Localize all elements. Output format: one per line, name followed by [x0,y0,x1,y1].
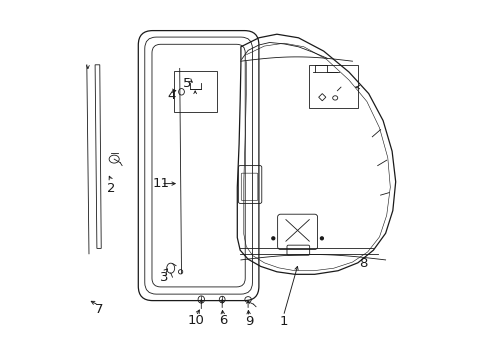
Ellipse shape [271,237,274,240]
Text: 2: 2 [107,183,115,195]
Text: 10: 10 [187,314,204,327]
Text: 3: 3 [160,271,168,284]
Text: 4: 4 [167,89,176,102]
Text: 11: 11 [152,177,169,190]
Text: 5: 5 [183,77,191,90]
Bar [174,71,217,112]
Text: 8: 8 [358,257,367,270]
Text: 7: 7 [94,303,103,316]
Bar [308,65,358,108]
Text: 9: 9 [244,315,252,328]
Text: 6: 6 [218,314,226,327]
Text: 1: 1 [279,315,287,328]
Ellipse shape [320,237,323,240]
